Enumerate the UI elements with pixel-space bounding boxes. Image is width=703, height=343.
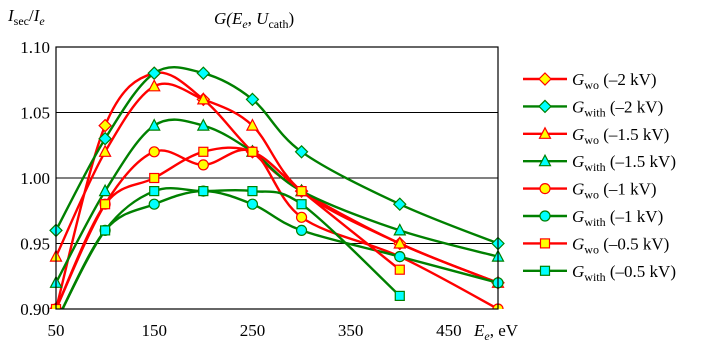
- series-1: [49, 66, 505, 251]
- legend-entry: Gwo (–0.5 kV): [523, 234, 669, 256]
- series-5: [61, 185, 504, 309]
- x-tick-labels: 50 150 250 350 450: [48, 321, 462, 340]
- data-point: [394, 251, 406, 263]
- series-layer: [49, 66, 505, 309]
- data-point: [98, 118, 112, 133]
- plot-frame: [55, 46, 499, 310]
- y-tick-labels: 0.90 0.95 1.00 1.05 1.10: [20, 38, 50, 319]
- y-tick-label: 0.95: [20, 235, 50, 254]
- series-3: [49, 118, 505, 288]
- data-point: [147, 118, 161, 131]
- data-point: [100, 199, 111, 210]
- data-point: [98, 144, 112, 157]
- data-point: [149, 186, 160, 197]
- y-tick-label: 1.00: [20, 169, 50, 188]
- data-point: [296, 186, 307, 197]
- x-tick-label: 150: [141, 321, 167, 340]
- legend-label: Gwith (–1 kV): [572, 207, 663, 229]
- data-point: [392, 197, 407, 212]
- legend-entry: Gwith (–2 kV): [523, 97, 663, 119]
- legend-marker: [538, 99, 552, 114]
- series-7: [61, 186, 405, 309]
- legend-marker: [538, 72, 552, 86]
- legend-label: Gwo (–1.5 kV): [572, 125, 669, 147]
- data-point: [147, 79, 161, 92]
- data-point: [149, 172, 160, 184]
- chart-title: G(Ee, Ucath): [214, 9, 294, 31]
- legend-entry: Gwith (–1 kV): [523, 207, 663, 229]
- x-axis-label: Ee, eV: [473, 321, 519, 343]
- legend-label: Gwo (–2 kV): [572, 70, 657, 92]
- data-point: [296, 199, 307, 210]
- legend-marker: [538, 126, 552, 139]
- data-point: [198, 146, 209, 157]
- legend-marker: [539, 183, 551, 195]
- legend-label: Gwith (–1.5 kV): [572, 152, 676, 174]
- data-point: [197, 159, 209, 171]
- data-point: [245, 92, 260, 107]
- data-point: [100, 225, 111, 236]
- y-tick-label: 1.05: [20, 104, 50, 123]
- legend: Gwo (–2 kV) Gwith (–2 kV) Gwo (–1.5 kV) Gwi…: [523, 70, 676, 284]
- data-point: [148, 198, 160, 210]
- data-point: [294, 144, 309, 159]
- x-tick-label: 250: [240, 321, 266, 340]
- data-point: [196, 66, 211, 81]
- y-tick-label: 0.90: [20, 300, 50, 319]
- y-axis-label: Isec/Ie: [7, 6, 45, 28]
- legend-marker: [538, 153, 552, 167]
- legend-entry: Gwith (–0.5 kV): [523, 262, 676, 284]
- x-tick-label: 350: [338, 321, 364, 340]
- legend-label: Gwo (–0.5 kV): [572, 234, 669, 256]
- data-point: [198, 186, 209, 197]
- series-line: [54, 82, 499, 284]
- legend-marker: [539, 238, 551, 249]
- data-point: [393, 236, 407, 249]
- data-point: [394, 264, 405, 275]
- series-6: [50, 146, 405, 309]
- data-point: [295, 224, 308, 236]
- legend-entry: Gwith (–1.5 kV): [523, 152, 676, 174]
- x-tick-label: 50: [48, 321, 65, 340]
- data-point: [196, 118, 210, 131]
- y-tick-label: 1.10: [20, 38, 50, 57]
- legend-marker: [539, 265, 551, 276]
- data-point: [393, 223, 407, 236]
- data-point: [148, 146, 160, 158]
- data-point: [246, 198, 259, 210]
- data-point: [394, 290, 405, 301]
- legend-entry: Gwo (–1.5 kV): [523, 125, 669, 147]
- data-point: [247, 186, 258, 197]
- legend-label: Gwo (–1 kV): [572, 180, 657, 202]
- data-point: [295, 211, 308, 223]
- legend-label: Gwith (–0.5 kV): [572, 262, 676, 284]
- x-tick-label: 450: [436, 321, 462, 340]
- legend-entry: Gwo (–2 kV): [523, 70, 657, 92]
- data-point: [245, 118, 259, 131]
- data-point: [247, 146, 258, 157]
- legend-entry: Gwo (–1 kV): [523, 180, 657, 202]
- data-point: [196, 92, 210, 105]
- legend-marker: [539, 210, 551, 222]
- legend-label: Gwith (–2 kV): [572, 97, 663, 119]
- data-point: [98, 183, 112, 197]
